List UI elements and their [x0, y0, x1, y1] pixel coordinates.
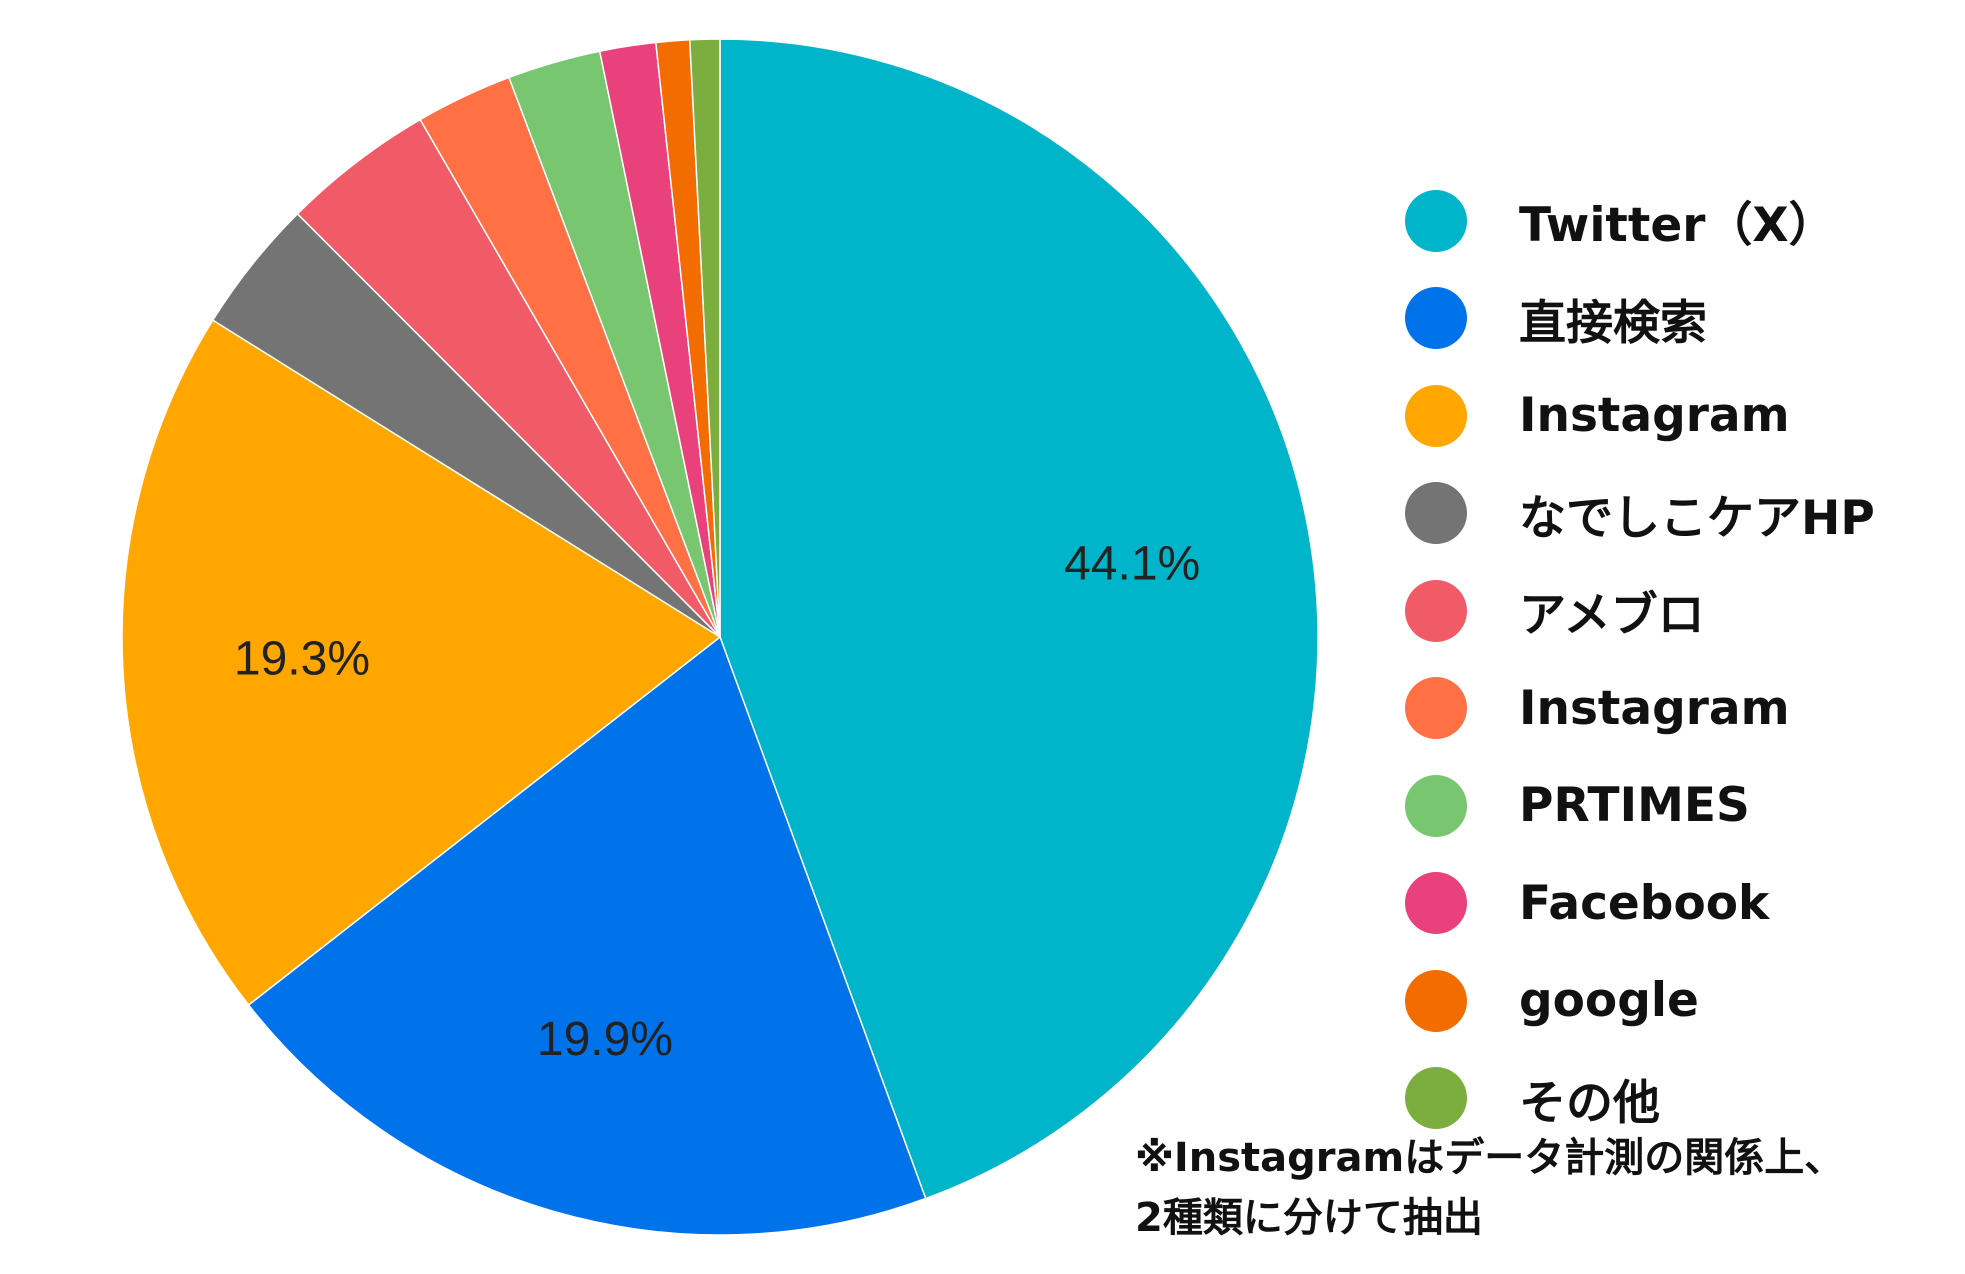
- legend-dot-icon: [1405, 287, 1467, 350]
- legend-dot-icon: [1405, 969, 1467, 1032]
- legend-label: Instagram: [1519, 388, 1790, 444]
- pie-slice-10: [688, 38, 721, 638]
- legend-label: 直接検索: [1519, 295, 1707, 351]
- pie-data-labels: 44.1% 19.9% 19.3%: [234, 537, 1200, 1066]
- legend-dot-icon: [1405, 482, 1467, 545]
- legend-item-9: google: [1405, 952, 1965, 1050]
- legend-label: Instagram: [1519, 680, 1790, 736]
- legend-dot-icon: [1405, 1067, 1467, 1130]
- footnote-line-2: 2種類に分けて抽出: [1135, 1195, 1483, 1241]
- legend-dot-icon: [1405, 774, 1467, 837]
- pie-chart: 44.1% 19.9% 19.3%: [121, 38, 1319, 1236]
- legend-item-3: Instagram: [1405, 367, 1965, 465]
- legend-label: PRTIMES: [1519, 778, 1750, 834]
- pie-slice-2: [247, 635, 927, 1236]
- legend-item-1: Twitter（X）: [1405, 172, 1965, 270]
- slice-data-label-3: 19.3%: [234, 632, 370, 685]
- legend-label: その他: [1519, 1075, 1660, 1131]
- legend: Twitter（X） 直接検索 Instagram なでしこケアHP アメブロ Insta…: [1405, 172, 1965, 1147]
- legend-item-5: アメブロ: [1405, 562, 1965, 660]
- footnote: ※Instagramはデータ計測の関係上、 2種類に分けて抽出: [1135, 1128, 1955, 1248]
- legend-label: Facebook: [1519, 875, 1770, 931]
- legend-label: Twitter（X）: [1519, 198, 1836, 254]
- legend-dot-icon: [1405, 677, 1467, 740]
- slice-data-label-1: 44.1%: [1064, 537, 1200, 590]
- slice-data-label-2: 19.9%: [537, 1013, 673, 1066]
- legend-dot-icon: [1405, 384, 1467, 447]
- legend-item-2: 直接検索: [1405, 270, 1965, 368]
- pie-slices: [121, 38, 1319, 1236]
- pie-slice-3: [121, 319, 722, 1007]
- legend-item-4: なでしこケアHP: [1405, 465, 1965, 563]
- legend-label: google: [1519, 973, 1699, 1029]
- legend-item-8: Facebook: [1405, 855, 1965, 953]
- legend-item-7: PRTIMES: [1405, 757, 1965, 855]
- legend-item-6: Instagram: [1405, 660, 1965, 758]
- legend-dot-icon: [1405, 189, 1467, 252]
- pie-slice-1: [719, 38, 1319, 1200]
- legend-dot-icon: [1405, 579, 1467, 642]
- legend-item-10: その他: [1405, 1050, 1965, 1148]
- legend-label: なでしこケアHP: [1519, 490, 1875, 546]
- legend-dot-icon: [1405, 872, 1467, 935]
- footnote-line-1: ※Instagramはデータ計測の関係上、: [1135, 1135, 1845, 1181]
- legend-label: アメブロ: [1519, 588, 1705, 644]
